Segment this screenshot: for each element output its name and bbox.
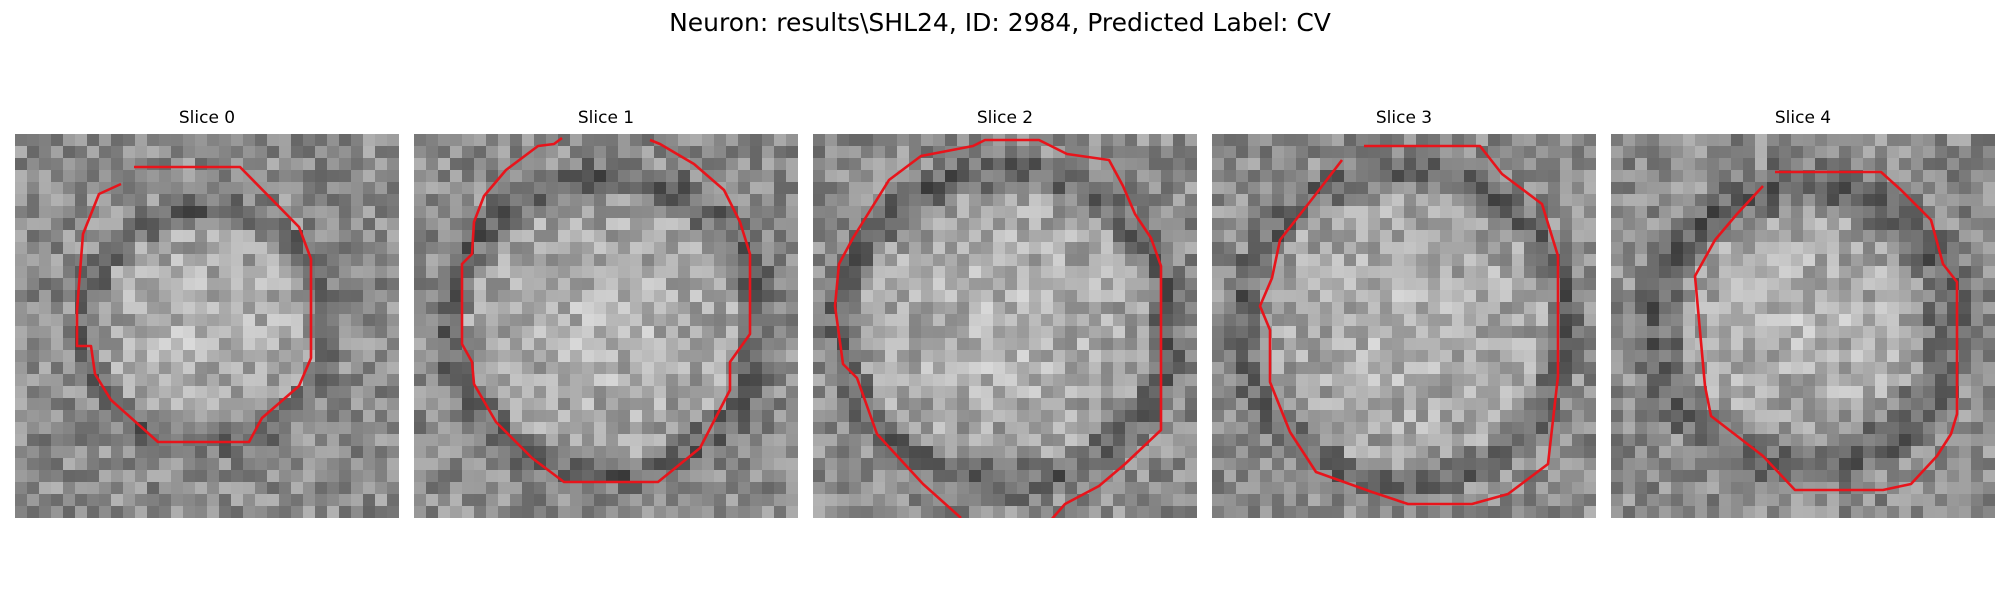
slice-title-4: Slice 4	[1774, 108, 1832, 128]
slice-contour-0	[75, 165, 313, 444]
slice-title-0: Slice 0	[178, 108, 236, 128]
slice-title-2: Slice 2	[976, 108, 1034, 128]
slice-title-3: Slice 3	[1375, 108, 1433, 128]
slice-panel-2: Slice 2	[813, 108, 1197, 518]
slice-contour-4	[1693, 170, 1959, 492]
slice-title-1: Slice 1	[577, 108, 635, 128]
slice-image-0	[15, 134, 399, 518]
slice-panel-1: Slice 1	[414, 108, 798, 518]
slice-contour-2	[833, 138, 1163, 518]
slice-image-3	[1212, 134, 1596, 518]
slice-panel-3: Slice 3	[1212, 108, 1596, 518]
slice-image-2	[813, 134, 1197, 518]
slice-contour-1	[460, 136, 752, 484]
slice-image-4	[1611, 134, 1995, 518]
slice-panel-4: Slice 4	[1611, 108, 1995, 518]
figure-title: Neuron: results\SHL24, ID: 2984, Predict…	[669, 8, 1331, 37]
slice-panel-0: Slice 0	[15, 108, 399, 518]
slice-contour-3	[1258, 144, 1560, 506]
slice-image-1	[414, 134, 798, 518]
